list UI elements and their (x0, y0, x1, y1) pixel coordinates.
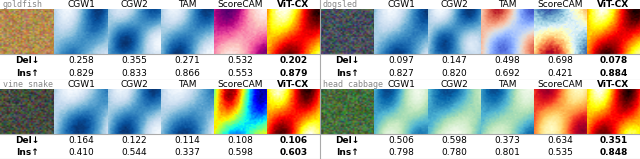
Text: 0.271: 0.271 (174, 56, 200, 65)
Text: Ins↑: Ins↑ (16, 69, 38, 78)
Text: 0.553: 0.553 (227, 69, 253, 78)
Text: 0.410: 0.410 (68, 148, 94, 157)
Text: 0.879: 0.879 (279, 69, 308, 78)
Text: 0.833: 0.833 (121, 69, 147, 78)
Text: 0.532: 0.532 (227, 56, 253, 65)
Text: 0.114: 0.114 (174, 136, 200, 145)
Text: goldfish: goldfish (3, 0, 43, 9)
Text: CGW1: CGW1 (387, 0, 415, 9)
Text: Del↓: Del↓ (15, 136, 39, 145)
Text: dogsled: dogsled (323, 0, 358, 9)
Text: ScoreCAM: ScoreCAM (538, 80, 583, 89)
Text: 0.164: 0.164 (68, 136, 94, 145)
Text: CGW2: CGW2 (440, 0, 468, 9)
Text: Ins↑: Ins↑ (336, 148, 358, 157)
Text: 0.097: 0.097 (388, 56, 414, 65)
Text: 0.202: 0.202 (280, 56, 307, 65)
Text: head cabbage: head cabbage (323, 80, 383, 89)
Text: 0.337: 0.337 (174, 148, 200, 157)
Text: 0.122: 0.122 (121, 136, 147, 145)
Text: vine snake: vine snake (3, 80, 52, 89)
Text: Del↓: Del↓ (335, 136, 359, 145)
Text: 0.603: 0.603 (280, 148, 307, 157)
Text: 0.078: 0.078 (599, 56, 628, 65)
Text: TAM: TAM (498, 0, 516, 9)
Text: 0.780: 0.780 (441, 148, 467, 157)
Text: CGW2: CGW2 (440, 80, 468, 89)
Text: 0.692: 0.692 (494, 69, 520, 78)
Text: 0.535: 0.535 (547, 148, 573, 157)
Text: 0.506: 0.506 (388, 136, 414, 145)
Text: 0.258: 0.258 (68, 56, 94, 65)
Text: 0.373: 0.373 (494, 136, 520, 145)
Text: 0.798: 0.798 (388, 148, 414, 157)
Text: ScoreCAM: ScoreCAM (538, 0, 583, 9)
Text: Del↓: Del↓ (335, 56, 359, 65)
Text: TAM: TAM (498, 80, 516, 89)
Text: 0.355: 0.355 (121, 56, 147, 65)
Text: 0.106: 0.106 (280, 136, 307, 145)
Text: 0.421: 0.421 (547, 69, 573, 78)
Text: 0.829: 0.829 (68, 69, 94, 78)
Text: ScoreCAM: ScoreCAM (218, 80, 263, 89)
Text: ScoreCAM: ScoreCAM (218, 0, 263, 9)
Text: 0.147: 0.147 (441, 56, 467, 65)
Text: CGW1: CGW1 (387, 80, 415, 89)
Text: 0.698: 0.698 (547, 56, 573, 65)
Text: ViT-CX: ViT-CX (597, 0, 630, 9)
Text: 0.598: 0.598 (441, 136, 467, 145)
Text: Ins↑: Ins↑ (336, 69, 358, 78)
Text: TAM: TAM (178, 80, 196, 89)
Text: 0.108: 0.108 (227, 136, 253, 145)
Text: Ins↑: Ins↑ (16, 148, 38, 157)
Text: 0.820: 0.820 (441, 69, 467, 78)
Text: 0.634: 0.634 (547, 136, 573, 145)
Text: ViT-CX: ViT-CX (277, 0, 310, 9)
Text: ViT-CX: ViT-CX (277, 80, 310, 89)
Text: CGW2: CGW2 (120, 0, 148, 9)
Text: CGW2: CGW2 (120, 80, 148, 89)
Text: TAM: TAM (178, 0, 196, 9)
Text: 0.884: 0.884 (599, 69, 628, 78)
Text: 0.827: 0.827 (388, 69, 414, 78)
Text: 0.848: 0.848 (599, 148, 628, 157)
Text: ViT-CX: ViT-CX (597, 80, 630, 89)
Text: 0.801: 0.801 (494, 148, 520, 157)
Text: 0.544: 0.544 (121, 148, 147, 157)
Text: 0.351: 0.351 (599, 136, 628, 145)
Text: Del↓: Del↓ (15, 56, 39, 65)
Text: 0.866: 0.866 (174, 69, 200, 78)
Text: 0.498: 0.498 (494, 56, 520, 65)
Text: CGW1: CGW1 (67, 0, 95, 9)
Text: CGW1: CGW1 (67, 80, 95, 89)
Text: 0.598: 0.598 (227, 148, 253, 157)
